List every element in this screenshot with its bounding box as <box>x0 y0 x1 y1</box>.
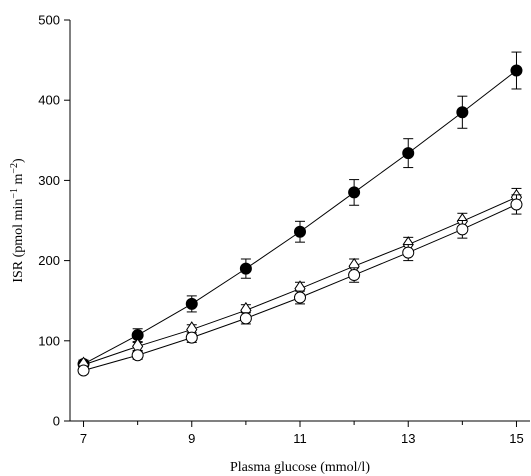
data-point <box>131 349 144 362</box>
y-axis-title-mid: m <box>11 174 26 189</box>
y-tick-label: 500 <box>38 13 60 28</box>
x-axis-title: Plasma glucose (mmol/l) <box>230 460 370 475</box>
data-point <box>294 225 306 238</box>
x-tick-label: 13 <box>401 431 415 446</box>
y-tick-label: 300 <box>38 173 60 188</box>
data-point <box>456 106 469 119</box>
y-axis-title-sup2: −2 <box>9 163 20 174</box>
y-tick-label: 100 <box>38 333 60 348</box>
y-tick-label: 400 <box>38 93 60 108</box>
series-filled-circle <box>77 51 523 371</box>
y-axis-title-main: ISR (pmol min <box>11 199 26 283</box>
y-ticks: 0 100 200 300 400 500 <box>38 13 70 429</box>
y-axis-title-sup1: −1 <box>9 188 20 199</box>
y-axis-title: ISR (pmol min−1 m−2) <box>9 158 27 283</box>
x-tick-label: 15 <box>509 431 523 446</box>
x-tick-label: 7 <box>80 431 87 446</box>
x-tick-label: 9 <box>188 431 195 446</box>
data-point <box>239 312 252 325</box>
series-layer <box>77 51 523 377</box>
data-point <box>239 262 252 275</box>
data-point <box>185 331 198 344</box>
series-line <box>83 70 517 365</box>
data-point <box>185 297 198 310</box>
x-tick-label: 11 <box>293 431 307 446</box>
data-point <box>402 246 415 259</box>
series-open-diamond <box>77 187 523 374</box>
series-open-circle <box>77 194 523 377</box>
data-point <box>456 223 469 236</box>
data-point <box>77 364 90 377</box>
data-point <box>348 186 361 199</box>
y-tick-label: 0 <box>53 414 60 429</box>
y-tick-label: 200 <box>38 253 60 268</box>
data-point <box>402 147 415 160</box>
data-point <box>510 64 523 77</box>
data-point <box>510 198 523 211</box>
x-ticks: 7 9 11 13 15 <box>80 421 524 446</box>
y-axis-title-end: ) <box>11 158 26 163</box>
data-point <box>294 291 306 304</box>
data-point <box>348 269 361 282</box>
